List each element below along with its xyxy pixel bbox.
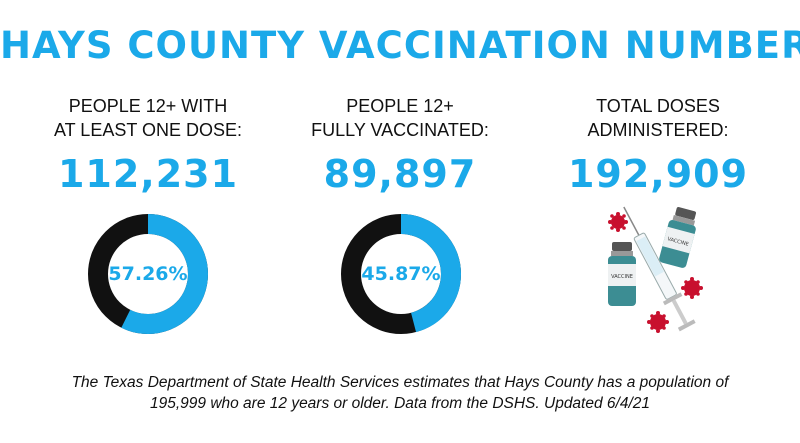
stat-value: 192,909 <box>567 152 749 196</box>
vial-label: VACCINE <box>667 236 690 247</box>
vial-icon: VACCINE <box>659 207 697 268</box>
vaccine-illustration: VACCINE VACCINE <box>600 200 720 340</box>
donut-percent: 45.87% <box>361 263 441 285</box>
virus-icon <box>681 277 703 299</box>
vial-label: VACCINE <box>611 274 633 280</box>
footnote-line: 195,999 who are 12 years or older. Data … <box>149 395 651 412</box>
donut-fully-vaccinated: 45.87% <box>341 214 461 334</box>
virus-icon <box>608 212 628 232</box>
stat-value: 112,231 <box>57 152 239 196</box>
stat-total-doses: TOTAL DOSES ADMINISTERED: 192,909 <box>538 94 778 196</box>
footnote: The Texas Department of State Health Ser… <box>0 372 800 414</box>
donut-percent: 57.26% <box>108 263 188 285</box>
syringe-icon <box>623 206 696 332</box>
stat-label: PEOPLE 12+ WITH AT LEAST ONE DOSE: <box>53 96 243 140</box>
virus-icon <box>647 311 669 333</box>
stat-fully-vaccinated: PEOPLE 12+ FULLY VACCINATED: 89,897 <box>280 94 520 196</box>
donut-first-dose: 57.26% <box>88 214 208 334</box>
stat-value: 89,897 <box>323 152 477 196</box>
stat-first-dose: PEOPLE 12+ WITH AT LEAST ONE DOSE: 112,2… <box>28 94 268 196</box>
page-title: HAYS COUNTY VACCINATION NUMBERS <box>0 24 800 67</box>
stat-label: PEOPLE 12+ FULLY VACCINATED: <box>311 96 489 140</box>
vial-icon: VACCINE <box>608 242 636 306</box>
donut-value-arc <box>341 214 461 334</box>
donut-value-arc <box>88 214 208 334</box>
footnote-line: The Texas Department of State Health Ser… <box>71 374 729 391</box>
stat-label: TOTAL DOSES ADMINISTERED: <box>587 96 729 140</box>
